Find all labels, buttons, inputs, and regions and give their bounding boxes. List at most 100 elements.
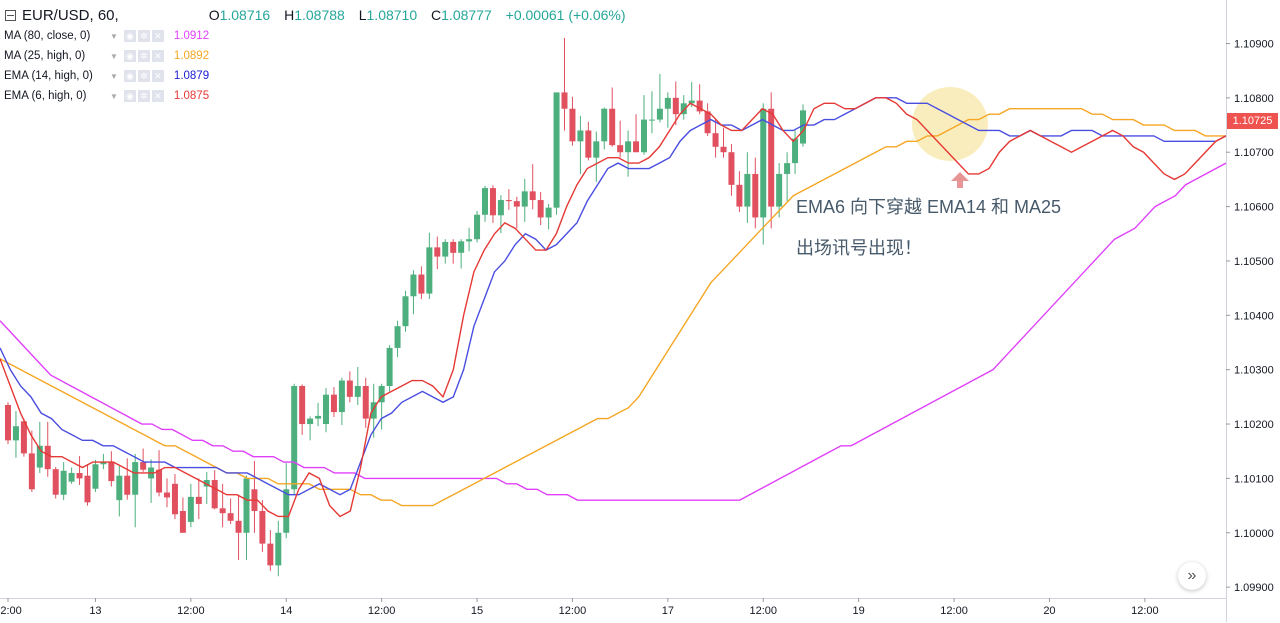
collapse-icon[interactable] <box>5 9 16 21</box>
candle-body <box>378 385 385 403</box>
candle-body <box>370 402 377 419</box>
candle-body <box>323 394 329 425</box>
candle-body <box>752 173 759 218</box>
indicator-value: 1.0892 <box>173 50 210 62</box>
chart-legend: EUR/USD, 60, O1.08716 H1.08788 L1.08710 … <box>0 4 636 106</box>
candle-body <box>784 163 791 174</box>
chevron-down-icon[interactable]: ▼ <box>110 71 118 81</box>
close-icon[interactable]: ✕ <box>151 50 164 62</box>
open-label: O <box>208 7 220 23</box>
chevron-down-icon[interactable]: ▼ <box>110 31 118 41</box>
eye-icon[interactable]: ◉ <box>123 70 136 82</box>
candle-body <box>760 108 767 218</box>
gear-icon[interactable]: ✲ <box>137 30 150 42</box>
candle-body <box>140 462 147 470</box>
candle-body <box>466 239 473 242</box>
candle-body <box>291 385 298 490</box>
symbol-header: EUR/USD, 60, O1.08716 H1.08788 L1.08710 … <box>0 4 636 26</box>
gear-icon[interactable]: ✲ <box>137 70 150 82</box>
candle-body <box>736 184 743 207</box>
candle-body <box>362 385 369 419</box>
indicator-name: EMA (6, high, 0) <box>4 90 87 102</box>
candle-body <box>20 421 27 454</box>
indicator-value: 1.0912 <box>173 30 210 42</box>
candle-body <box>259 511 266 544</box>
candle-body <box>195 496 202 504</box>
candle-body <box>505 200 512 202</box>
symbol-title[interactable]: EUR/USD, 60, <box>22 6 119 24</box>
price-axis[interactable] <box>1226 0 1280 622</box>
candle-body <box>593 141 600 158</box>
candle-body <box>243 478 250 533</box>
close-icon[interactable]: ✕ <box>151 90 164 102</box>
candle-body <box>577 130 584 142</box>
candle-body <box>426 247 433 294</box>
candle-body <box>585 130 592 158</box>
indicator-row-ema6[interactable]: EMA (6, high, 0) ▼ ◉ ✲ ✕ 1.0875 <box>0 86 636 106</box>
candle-body <box>648 119 655 121</box>
candle-body <box>116 475 123 501</box>
close-label: C <box>431 7 442 23</box>
gear-icon[interactable]: ✲ <box>137 90 150 102</box>
candle-body <box>267 543 274 566</box>
candle-body <box>418 274 425 294</box>
ma25-line <box>0 108 1226 507</box>
close-icon[interactable]: ✕ <box>151 70 164 82</box>
candle-body <box>561 92 568 109</box>
gear-icon[interactable]: ✲ <box>137 50 150 62</box>
low-value: 1.08710 <box>366 7 418 23</box>
candle-body <box>569 108 576 142</box>
candle-body <box>402 296 409 327</box>
candle-body <box>179 511 186 533</box>
candle-body <box>696 100 703 112</box>
high-value: 1.08788 <box>294 7 345 23</box>
indicator-row-ema14[interactable]: EMA (14, high, 0) ▼ ◉ ✲ ✕ 1.0879 <box>0 66 636 86</box>
candle-body <box>633 141 640 153</box>
candle-body <box>553 92 560 208</box>
candle-body <box>235 520 242 533</box>
close-icon[interactable]: ✕ <box>151 30 164 42</box>
candle-body <box>394 326 401 348</box>
candle-body <box>36 445 43 468</box>
indicator-row-ma25[interactable]: MA (25, high, 0) ▼ ◉ ✲ ✕ 1.0892 <box>0 46 636 66</box>
candle-body <box>776 173 783 207</box>
candle-body <box>768 108 775 207</box>
candle-body <box>171 483 178 515</box>
candle-body <box>410 274 417 297</box>
candle-body <box>330 394 337 413</box>
candle-body <box>315 415 322 419</box>
candle-body <box>44 445 51 470</box>
indicator-value: 1.0875 <box>173 90 210 102</box>
candle-body <box>219 508 226 514</box>
candle-body <box>704 111 711 134</box>
candle-body <box>299 385 306 425</box>
candle-body <box>672 97 679 115</box>
ohlc-readout: O1.08716 H1.08788 L1.08710 C1.08777 +0.0… <box>209 7 636 23</box>
candle-body <box>386 347 393 386</box>
high-label: H <box>284 7 295 23</box>
indicator-row-ma80[interactable]: MA (80, close, 0) ▼ ◉ ✲ ✕ 1.0912 <box>0 26 636 46</box>
scroll-to-realtime-button[interactable]: » <box>1178 562 1206 590</box>
candle-body <box>28 453 35 490</box>
annotation-line-1: EMA6 向下穿越 EMA14 和 MA25 <box>796 197 1062 217</box>
time-axis[interactable] <box>0 598 1226 623</box>
candle-body <box>12 426 19 441</box>
indicator-value: 1.0879 <box>173 70 210 82</box>
eye-icon[interactable]: ◉ <box>123 90 136 102</box>
candle-body <box>211 480 218 509</box>
candle-body <box>482 188 488 215</box>
candle-body <box>156 469 163 493</box>
eye-icon[interactable]: ◉ <box>123 30 136 42</box>
eye-icon[interactable]: ◉ <box>123 50 136 62</box>
candle-body <box>346 380 353 397</box>
chevron-down-icon[interactable]: ▼ <box>110 51 118 61</box>
candle-body <box>203 480 210 487</box>
candle-body <box>656 108 663 120</box>
candle-body <box>84 475 91 503</box>
candle-body <box>617 145 624 153</box>
candle-body <box>187 496 194 522</box>
candle-body <box>513 201 520 207</box>
chevron-down-icon[interactable]: ▼ <box>110 91 118 101</box>
candle-body <box>521 191 528 207</box>
